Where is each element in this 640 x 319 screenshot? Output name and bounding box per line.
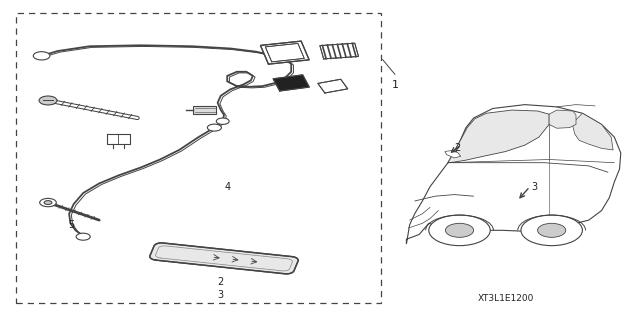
Polygon shape bbox=[445, 151, 461, 158]
Circle shape bbox=[76, 233, 90, 240]
Circle shape bbox=[538, 223, 566, 237]
Text: 4: 4 bbox=[224, 182, 230, 192]
Text: 2: 2 bbox=[218, 277, 224, 287]
Circle shape bbox=[207, 124, 221, 131]
Bar bbox=[193, 106, 216, 114]
Circle shape bbox=[33, 52, 50, 60]
Circle shape bbox=[39, 96, 57, 105]
Circle shape bbox=[521, 215, 582, 246]
Circle shape bbox=[216, 118, 229, 124]
Polygon shape bbox=[320, 43, 358, 59]
Polygon shape bbox=[573, 113, 613, 150]
Polygon shape bbox=[549, 110, 576, 128]
Polygon shape bbox=[266, 43, 304, 62]
Text: 5: 5 bbox=[68, 220, 75, 230]
Text: 1: 1 bbox=[392, 79, 399, 90]
Polygon shape bbox=[150, 243, 298, 274]
Text: 3: 3 bbox=[218, 290, 224, 300]
Bar bbox=[16, 13, 381, 303]
Circle shape bbox=[429, 215, 490, 246]
Text: 2: 2 bbox=[454, 143, 461, 153]
Text: XT3L1E1200: XT3L1E1200 bbox=[477, 294, 534, 303]
Circle shape bbox=[44, 201, 52, 204]
Text: 3: 3 bbox=[531, 182, 538, 192]
Circle shape bbox=[40, 198, 56, 207]
Polygon shape bbox=[448, 110, 549, 163]
Polygon shape bbox=[260, 41, 309, 64]
Circle shape bbox=[445, 223, 474, 237]
Polygon shape bbox=[318, 79, 348, 93]
Polygon shape bbox=[273, 75, 309, 91]
Polygon shape bbox=[406, 105, 621, 244]
